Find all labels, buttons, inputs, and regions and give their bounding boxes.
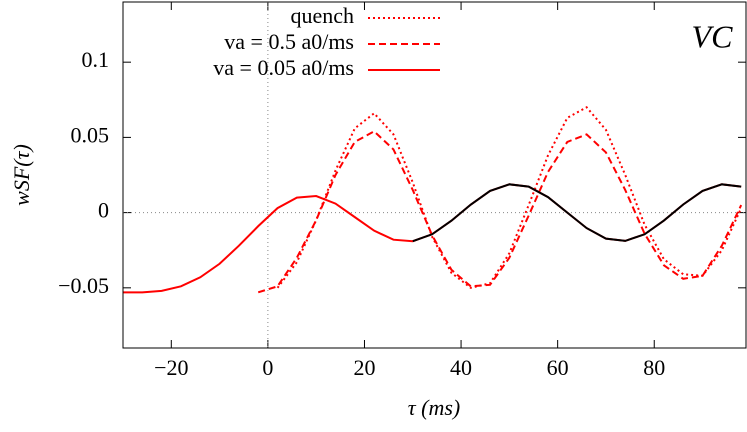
legend-label: quench: [290, 3, 354, 28]
x-tick-label: 60: [547, 355, 569, 380]
series-line: [412, 183, 742, 243]
y-tick-label: −0.05: [58, 273, 109, 298]
x-tick-label: 20: [353, 355, 375, 380]
legend-label: va = 0.5 a0/ms: [224, 29, 354, 54]
series-line: [276, 106, 743, 289]
y-tick-label: 0: [98, 198, 109, 223]
annotation: VC: [692, 18, 734, 54]
y-tick-label: 0.05: [71, 122, 110, 147]
y-tick-label: 0.1: [82, 47, 110, 72]
series-line: [257, 130, 743, 294]
x-axis-label: τ (ms): [408, 395, 460, 420]
legend-label: va = 0.05 a0/ms: [213, 55, 354, 80]
y-axis-label: wSF(τ): [9, 144, 34, 206]
plot-frame: [122, 1, 747, 349]
x-tick-label: 80: [643, 355, 665, 380]
x-tick-label: 0: [262, 355, 273, 380]
x-tick-label: 40: [450, 355, 472, 380]
x-tick-label: −20: [154, 355, 188, 380]
